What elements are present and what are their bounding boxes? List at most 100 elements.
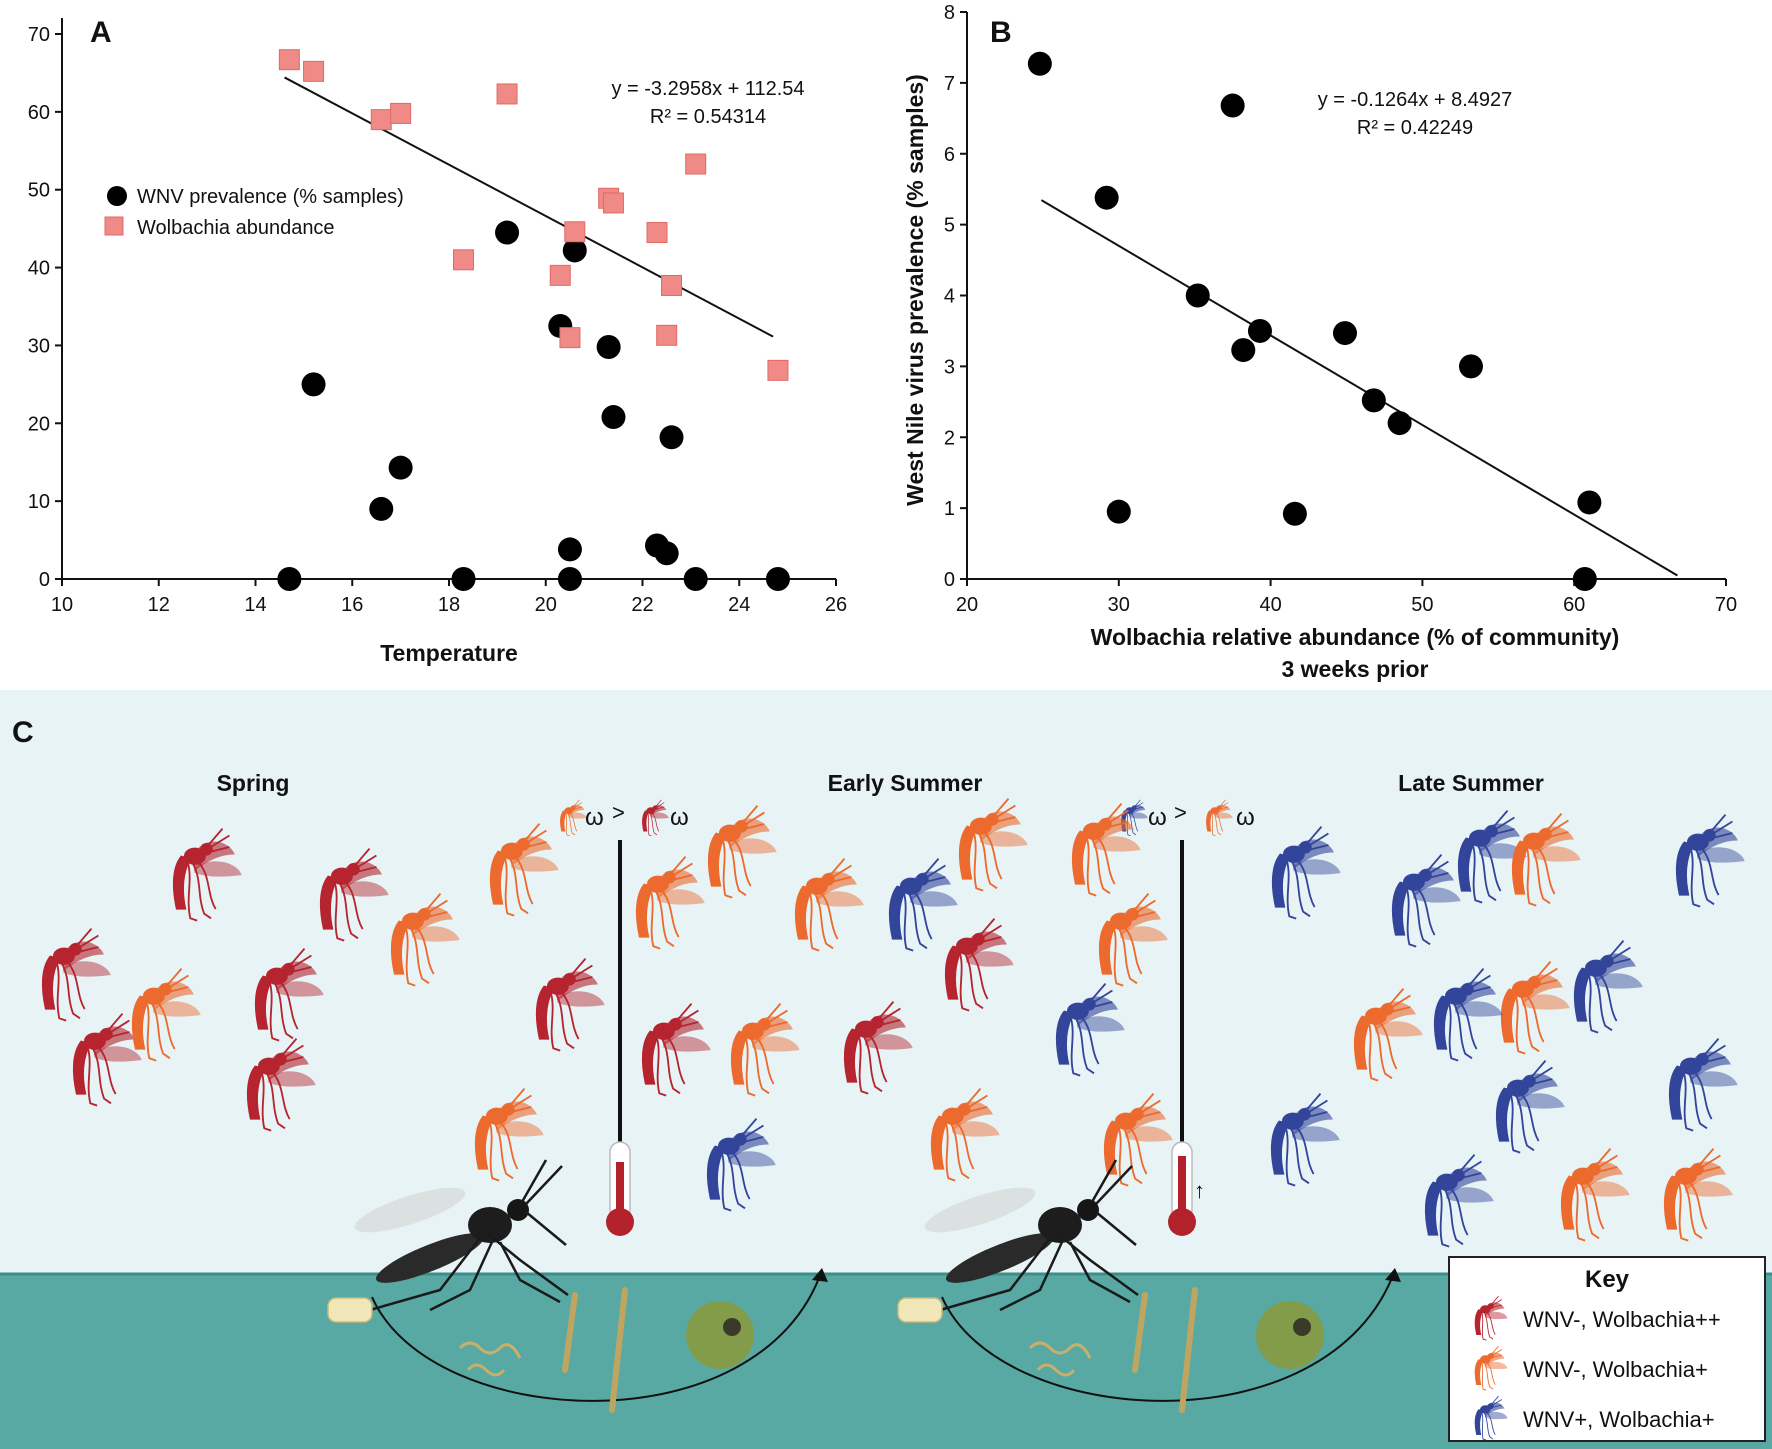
wnv-point <box>557 537 582 562</box>
data-points <box>277 49 790 591</box>
wolbachia-point <box>602 192 624 214</box>
life-cycle-arrow <box>371 1269 823 1402</box>
wolbachia-point <box>390 102 412 124</box>
egg-raft-icon <box>327 1297 373 1323</box>
legend-label-wnv: WNV prevalence (% samples) <box>137 186 404 208</box>
y-tick-label: 7 <box>944 73 955 95</box>
wolbachia-point <box>564 221 586 243</box>
wnv-point <box>277 567 302 591</box>
wnv-point <box>1185 283 1210 308</box>
wnv-point <box>1106 499 1131 524</box>
r-squared: R² = 0.54314 <box>650 106 766 128</box>
y-tick-label: 3 <box>944 356 955 378</box>
x-tick-label: 60 <box>1563 594 1585 616</box>
wnv-point <box>1577 490 1602 515</box>
panel-b-letter: B <box>990 16 1012 49</box>
season-late-summer: Late Summer <box>1398 770 1544 796</box>
wnv-point <box>562 238 587 263</box>
pupa-icon <box>1256 1301 1324 1369</box>
trendline <box>1040 199 1678 577</box>
y-tick-label: 20 <box>28 413 50 435</box>
thermometer-icon <box>1168 1141 1196 1236</box>
wnv-point <box>557 567 582 591</box>
greater-than-symbol: > <box>1174 800 1187 825</box>
season-early-summer: Early Summer <box>828 770 983 796</box>
larva-small-icon <box>458 1341 522 1377</box>
y-tick-label: 60 <box>28 102 50 124</box>
y-tick-label: 0 <box>944 569 955 591</box>
wnv-point <box>659 425 684 450</box>
wolbachia-point <box>303 60 325 82</box>
wnv-point <box>1361 388 1386 413</box>
x-axis-title: Temperature <box>380 640 518 666</box>
chart-panel-b: B 0 1 2 3 4 5 6 7 8 20 30 40 50 60 70 Wolbachia relat… <box>902 2 1737 682</box>
y-tick-label: 4 <box>944 286 955 308</box>
y-tick-label: 5 <box>944 215 955 237</box>
y-tick-label: 8 <box>944 2 955 24</box>
key-box <box>1448 1256 1766 1442</box>
y-tick-label: 40 <box>28 258 50 280</box>
y-axis-title: West Nile virus prevalence (% samples) <box>902 74 928 506</box>
trendline-equation: y = -3.2958x + 112.54 <box>611 78 804 100</box>
key-label-wnv-pos-wolbachia: WNV+, Wolbachia+ <box>1523 1407 1715 1432</box>
wnv-point <box>1220 93 1245 118</box>
x-tick-label: 50 <box>1411 594 1433 616</box>
x-tick-label: 30 <box>1108 594 1130 616</box>
wnv-point <box>1094 185 1119 210</box>
y-tick-label: 2 <box>944 427 955 449</box>
y-tick-label: 6 <box>944 144 955 166</box>
y-tick-label: 10 <box>28 491 50 513</box>
x-tick-label: 10 <box>51 594 73 616</box>
y-tick-label: 30 <box>28 335 50 357</box>
x-tick-label: 14 <box>244 594 266 616</box>
transition-2: ω > ω ↑ <box>1120 799 1255 1236</box>
temperature-rising-arrow: ↑ <box>1194 1178 1205 1203</box>
panel-a-letter: A <box>90 16 112 49</box>
wnv-point <box>301 372 326 397</box>
wnv-point <box>683 567 708 591</box>
life-cycle-1 <box>327 1159 828 1413</box>
trendline <box>284 76 774 338</box>
wnv-point <box>1387 411 1412 436</box>
wolbachia-symbol: ω <box>1148 804 1167 831</box>
wnv-point <box>1027 51 1052 76</box>
x-axis-title: Wolbachia relative abundance (% of commu… <box>1091 624 1620 650</box>
x-tick-label: 20 <box>956 594 978 616</box>
r-squared: R² = 0.42249 <box>1357 117 1473 139</box>
x-tick-labels: 20 30 40 50 60 70 <box>956 579 1737 616</box>
x-axis-subtitle: 3 weeks prior <box>1281 656 1428 682</box>
x-tick-label: 12 <box>148 594 170 616</box>
wolbachia-point <box>767 359 789 381</box>
wnv-point <box>369 496 394 521</box>
mosquito-adult-icon <box>354 1159 569 1312</box>
y-tick-label: 1 <box>944 498 955 520</box>
trendline-equation: y = -0.1264x + 8.4927 <box>1318 89 1513 111</box>
greater-than-symbol: > <box>612 800 625 825</box>
legend: WNV prevalence (% samples) Wolbachia abu… <box>104 186 404 239</box>
legend-label-wolbachia: Wolbachia abundance <box>137 217 335 239</box>
wnv-point <box>1282 501 1307 526</box>
wnv-point <box>1458 354 1483 379</box>
wnv-point <box>654 541 679 566</box>
egg-raft-icon <box>897 1297 943 1323</box>
wnv-point <box>601 405 626 430</box>
life-cycle-arrow <box>941 1269 1396 1402</box>
key-label-wnv-neg-wolbachia-high: WNV-, Wolbachia++ <box>1523 1307 1721 1332</box>
y-tick-label: 50 <box>28 180 50 202</box>
x-tick-labels: 10 12 14 16 18 20 22 24 26 <box>51 579 847 616</box>
wolbachia-point <box>646 222 668 244</box>
larva-small-icon <box>1028 1341 1092 1377</box>
wolbachia-symbol: ω <box>1236 804 1255 831</box>
larva-icon <box>562 1287 628 1413</box>
wolbachia-point <box>370 109 392 131</box>
wnv-point <box>1572 567 1597 591</box>
thermometer-icon <box>606 1141 634 1236</box>
wolbachia-point <box>549 264 571 286</box>
wnv-point <box>765 567 790 591</box>
y-tick-label: 70 <box>28 24 50 46</box>
x-tick-label: 22 <box>631 594 653 616</box>
x-tick-label: 16 <box>341 594 363 616</box>
season-spring: Spring <box>217 770 290 796</box>
x-tick-label: 24 <box>728 594 750 616</box>
arrowhead-icon <box>1385 1268 1401 1282</box>
